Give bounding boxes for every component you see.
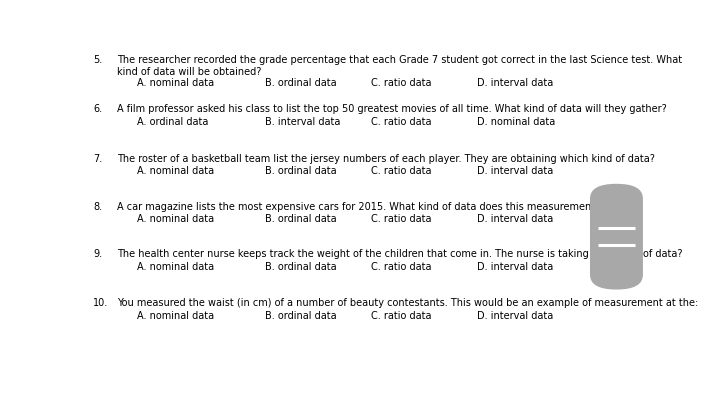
Text: A. nominal data: A. nominal data <box>137 166 214 177</box>
Text: The researcher recorded the grade percentage that each Grade 7 student got corre: The researcher recorded the grade percen… <box>116 55 682 77</box>
Text: 10.: 10. <box>93 298 109 308</box>
Text: C. ratio data: C. ratio data <box>371 117 432 127</box>
Text: A. ordinal data: A. ordinal data <box>137 117 209 127</box>
Text: D. nominal data: D. nominal data <box>477 117 555 127</box>
Text: C. ratio data: C. ratio data <box>371 311 432 321</box>
Text: 9.: 9. <box>93 249 102 259</box>
Text: B. ordinal data: B. ordinal data <box>265 311 337 321</box>
Text: A. nominal data: A. nominal data <box>137 261 214 271</box>
Text: D. interval data: D. interval data <box>477 166 554 177</box>
Text: A. nominal data: A. nominal data <box>137 311 214 321</box>
Text: The health center nurse keeps track the weight of the children that come in. The: The health center nurse keeps track the … <box>116 249 682 259</box>
Text: A car magazine lists the most expensive cars for 2015. What kind of data does th: A car magazine lists the most expensive … <box>116 202 633 212</box>
FancyBboxPatch shape <box>590 184 643 290</box>
Text: C. ratio data: C. ratio data <box>371 214 432 224</box>
Text: D. interval data: D. interval data <box>477 311 554 321</box>
Text: D. interval data: D. interval data <box>477 78 554 88</box>
Text: C. ratio data: C. ratio data <box>371 166 432 177</box>
Text: B. ordinal data: B. ordinal data <box>265 78 337 88</box>
Text: B. interval data: B. interval data <box>265 117 341 127</box>
Text: B. ordinal data: B. ordinal data <box>265 214 337 224</box>
Text: 7.: 7. <box>93 154 103 164</box>
Text: D. interval data: D. interval data <box>477 261 554 271</box>
Text: A. nominal data: A. nominal data <box>137 214 214 224</box>
Text: C. ratio data: C. ratio data <box>371 261 432 271</box>
Text: 8.: 8. <box>93 202 102 212</box>
Text: B. ordinal data: B. ordinal data <box>265 261 337 271</box>
Text: The roster of a basketball team list the jersey numbers of each player. They are: The roster of a basketball team list the… <box>116 154 654 164</box>
Text: C. ratio data: C. ratio data <box>371 78 432 88</box>
Text: 6.: 6. <box>93 105 102 114</box>
Text: A. nominal data: A. nominal data <box>137 78 214 88</box>
Text: 5.: 5. <box>93 55 103 65</box>
Text: D. interval data: D. interval data <box>477 214 554 224</box>
Text: You measured the waist (in cm) of a number of beauty contestants. This would be : You measured the waist (in cm) of a numb… <box>116 298 698 308</box>
Text: B. ordinal data: B. ordinal data <box>265 166 337 177</box>
Text: A film professor asked his class to list the top 50 greatest movies of all time.: A film professor asked his class to list… <box>116 105 667 114</box>
